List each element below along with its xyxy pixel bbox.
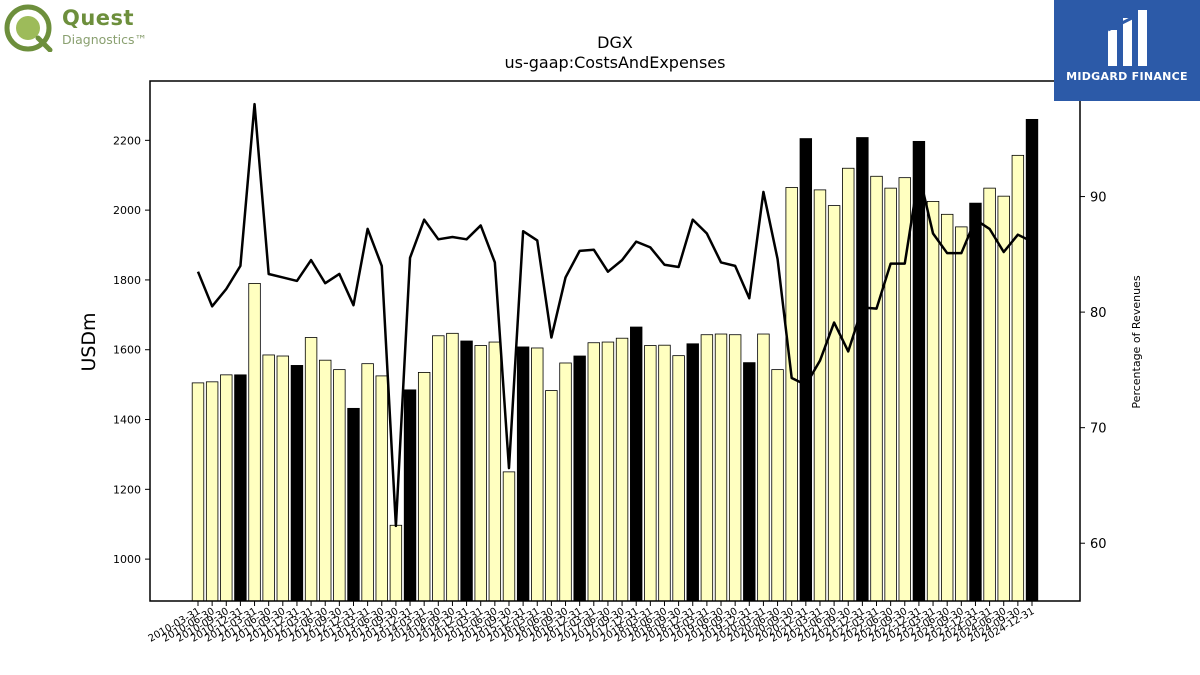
bar-2020-06-30 bbox=[771, 369, 784, 602]
y-tick-label: 2000 bbox=[113, 204, 141, 217]
y2-tick-label: 70 bbox=[1090, 422, 1107, 437]
bar-2021-12-31 bbox=[856, 137, 869, 602]
quest-logo-mark-icon bbox=[4, 4, 53, 53]
bar-2017-12-31 bbox=[630, 326, 643, 602]
bar-2021-03-31 bbox=[813, 189, 827, 602]
bar-2024-06-30 bbox=[997, 195, 1010, 602]
bar-2018-06-30 bbox=[658, 344, 671, 602]
y2-tick-label: 60 bbox=[1090, 537, 1107, 552]
bar-2020-09-30 bbox=[785, 187, 798, 602]
bar-2016-09-30 bbox=[559, 362, 572, 602]
bar-2020-12-31 bbox=[799, 138, 813, 602]
bar-2013-12-31 bbox=[403, 389, 417, 602]
y-axis-ticks: 1000 1200 1400 1600 1800 2000 2200 bbox=[113, 134, 150, 566]
brand-right-name: MIDGARD FINANCE bbox=[1066, 70, 1188, 83]
y-tick-label: 2200 bbox=[113, 134, 141, 147]
bar-2016-06-30 bbox=[545, 390, 558, 602]
chart-subtitle: us-gaap:CostsAndExpenses bbox=[505, 53, 726, 72]
bar-2017-09-30 bbox=[615, 337, 629, 602]
bar-2019-09-30 bbox=[728, 334, 742, 602]
bar-2023-09-30 bbox=[955, 226, 968, 602]
bar-2016-12-31 bbox=[573, 355, 586, 602]
midgard-finance-logo: MIDGARD FINANCE bbox=[1054, 0, 1200, 101]
quest-diagnostics-logo: Quest Diagnostics™ bbox=[4, 4, 164, 53]
bar-2023-06-30 bbox=[940, 213, 954, 602]
y2-tick-label: 90 bbox=[1090, 191, 1107, 206]
y2-tick-label: 80 bbox=[1090, 306, 1107, 321]
brand-left-line1: Quest bbox=[62, 6, 135, 30]
bar-2015-06-30 bbox=[488, 341, 502, 602]
brand-left-line2: Diagnostics™ bbox=[62, 32, 148, 47]
bar-2011-12-31 bbox=[290, 365, 304, 602]
bar-2019-06-30 bbox=[714, 333, 728, 602]
chart-title: DGX bbox=[597, 33, 633, 52]
bar-2013-03-31 bbox=[361, 363, 374, 602]
bar-2024-09-30 bbox=[1011, 154, 1025, 602]
bar-2010-09-30 bbox=[220, 374, 233, 602]
y-tick-label: 1000 bbox=[113, 553, 141, 566]
bar-2012-06-30 bbox=[319, 359, 332, 602]
y-tick-label: 1200 bbox=[113, 483, 141, 496]
bar-2020-03-31 bbox=[757, 333, 770, 602]
bars-group bbox=[191, 118, 1039, 602]
bar-2023-12-31 bbox=[969, 202, 982, 602]
series-line-percentage bbox=[196, 102, 1033, 528]
bar-2019-03-31 bbox=[700, 334, 714, 602]
bar-2018-03-31 bbox=[644, 345, 657, 602]
bar-2018-12-31 bbox=[686, 343, 699, 602]
bar-2024-03-31 bbox=[983, 187, 996, 602]
bar-2019-12-31 bbox=[743, 362, 756, 602]
y-axis-label: USDm bbox=[78, 312, 100, 371]
bar-2015-12-31 bbox=[516, 346, 530, 602]
bar-2012-12-31 bbox=[347, 407, 360, 602]
bar-2021-06-30 bbox=[827, 205, 841, 602]
bar-2011-03-31 bbox=[248, 283, 261, 602]
bar-2010-12-31 bbox=[234, 374, 247, 602]
bar-2014-03-31 bbox=[417, 372, 431, 602]
y-tick-label: 1800 bbox=[113, 274, 141, 287]
bar-2022-03-31 bbox=[870, 175, 883, 602]
x-axis-ticks: 2010-03-312010-06-302010-09-302010-12-31… bbox=[147, 601, 1037, 645]
bar-2011-06-30 bbox=[262, 354, 275, 602]
bar-2010-06-30 bbox=[205, 381, 219, 602]
bar-2016-03-31 bbox=[531, 347, 544, 602]
bar-2023-03-31 bbox=[926, 200, 940, 602]
y-tick-label: 1400 bbox=[113, 414, 141, 427]
bar-2014-09-30 bbox=[446, 332, 459, 602]
bar-2013-09-30 bbox=[389, 524, 403, 602]
bar-2015-09-30 bbox=[502, 471, 516, 602]
bar-2012-03-31 bbox=[304, 337, 318, 602]
midgard-logo-mark-icon bbox=[1107, 10, 1147, 66]
bar-2015-03-31 bbox=[474, 345, 487, 602]
bar-2017-06-30 bbox=[601, 341, 615, 602]
bar-2022-06-30 bbox=[884, 187, 897, 602]
line-group bbox=[196, 102, 1033, 528]
y2-axis-ticks: 60 70 80 90 bbox=[1080, 191, 1107, 552]
bar-2022-12-31 bbox=[912, 140, 926, 602]
bar-2021-09-30 bbox=[842, 167, 855, 602]
plot-frame bbox=[149, 80, 1081, 602]
bar-2012-09-30 bbox=[333, 369, 346, 602]
bar-2014-12-31 bbox=[460, 340, 473, 602]
bar-2024-12-31 bbox=[1025, 118, 1039, 602]
bar-2010-03-31 bbox=[191, 382, 205, 602]
bar-2014-06-30 bbox=[432, 335, 445, 602]
bar-2011-09-30 bbox=[276, 355, 290, 602]
y-tick-label: 1600 bbox=[113, 344, 141, 357]
bar-2013-06-30 bbox=[375, 375, 388, 602]
bar-2018-09-30 bbox=[672, 355, 685, 602]
y2-axis-label: Percentage of Revenues bbox=[1130, 275, 1143, 408]
bar-2017-03-31 bbox=[587, 342, 600, 602]
